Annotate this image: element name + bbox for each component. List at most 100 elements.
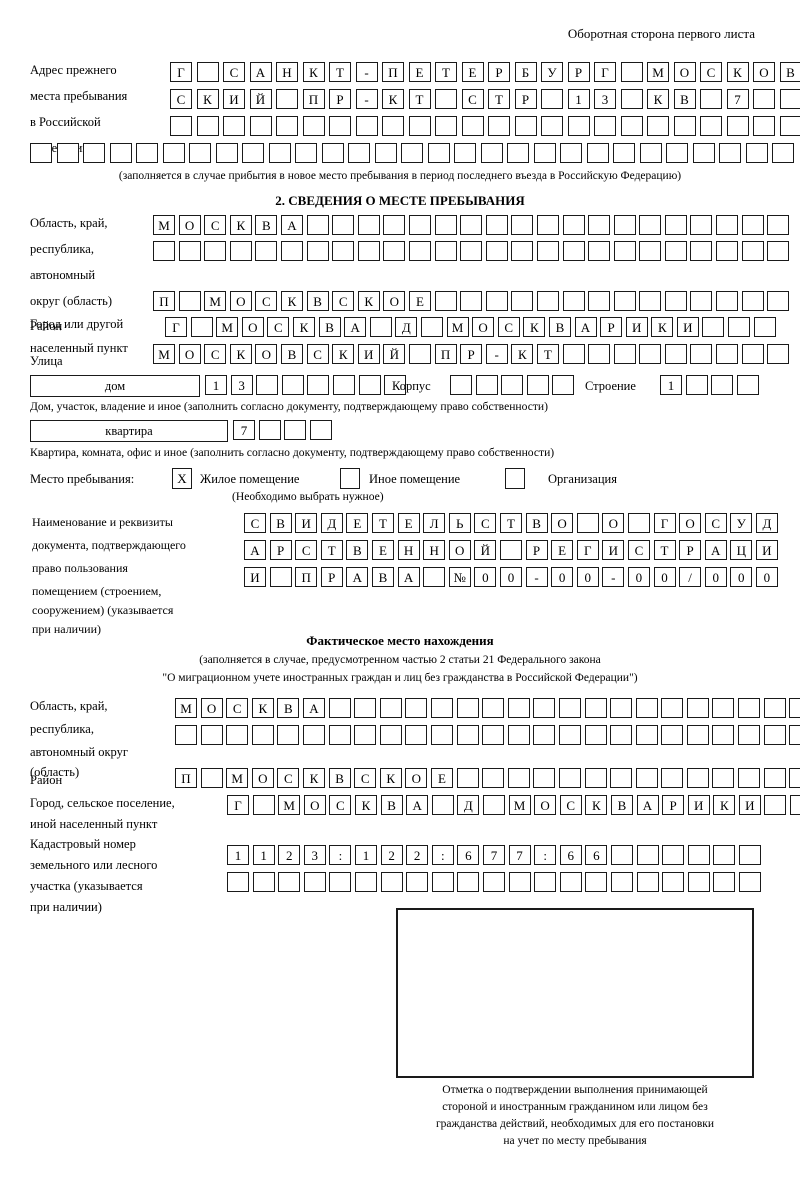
char-cell[interactable] (712, 768, 735, 788)
char-cell[interactable] (83, 143, 105, 163)
char-cell[interactable] (303, 872, 326, 892)
char-cell[interactable]: Т (653, 540, 676, 560)
char-cell[interactable]: М (508, 795, 531, 815)
char-cell[interactable] (507, 768, 530, 788)
char-cell[interactable]: Г (165, 317, 187, 337)
char-cell[interactable]: : (431, 845, 454, 865)
char-cell[interactable] (109, 143, 132, 163)
char-cell[interactable] (664, 291, 687, 311)
char-cell[interactable]: А (636, 795, 659, 815)
char-cell[interactable] (382, 116, 404, 136)
char-cell[interactable]: 3 (594, 89, 616, 109)
char-cell[interactable] (482, 768, 505, 788)
char-cell[interactable] (584, 698, 607, 718)
char-cell[interactable] (332, 241, 355, 261)
char-cell[interactable]: 6 (457, 845, 480, 865)
char-cell[interactable] (354, 725, 377, 745)
char-cell[interactable]: Н (397, 540, 420, 560)
char-cell[interactable] (627, 513, 650, 533)
char-cell[interactable] (567, 116, 590, 136)
char-cell[interactable]: О (448, 540, 471, 560)
char-cell[interactable] (662, 845, 685, 865)
char-cell[interactable] (576, 513, 599, 533)
char-cell[interactable] (30, 143, 52, 163)
char-cell[interactable]: Р (600, 317, 623, 337)
char-cell[interactable]: Е (346, 513, 369, 533)
char-cell[interactable]: Г (653, 513, 676, 533)
char-cell[interactable] (328, 725, 351, 745)
char-cell[interactable] (639, 241, 662, 261)
char-cell[interactable] (610, 725, 633, 745)
char-cell[interactable] (534, 872, 557, 892)
char-cell[interactable] (716, 291, 739, 311)
char-cell[interactable]: К (511, 344, 534, 364)
char-cell[interactable]: О (255, 344, 278, 364)
char-cell[interactable] (508, 872, 531, 892)
char-cell[interactable]: Й (249, 89, 272, 109)
char-cell[interactable] (485, 291, 508, 311)
char-cell[interactable]: Т (435, 62, 457, 82)
char-cell[interactable] (559, 872, 582, 892)
char-cell[interactable] (329, 116, 351, 136)
char-cell[interactable]: Н (423, 540, 446, 560)
char-cell[interactable]: 3 (230, 375, 253, 395)
char-cell[interactable]: 1 (660, 375, 682, 395)
char-cell[interactable] (588, 291, 611, 311)
char-cell[interactable] (558, 768, 581, 788)
char-cell[interactable] (588, 241, 611, 261)
char-cell[interactable] (354, 872, 377, 892)
cadastral-row-2[interactable] (227, 872, 764, 892)
char-cell[interactable]: И (244, 567, 266, 587)
char-cell[interactable]: О (753, 62, 775, 82)
char-cell[interactable] (511, 215, 534, 235)
char-cell[interactable] (610, 872, 633, 892)
char-cell[interactable] (560, 143, 582, 163)
char-cell[interactable]: П (382, 62, 404, 82)
char-cell[interactable] (562, 215, 585, 235)
char-cell[interactable]: В (673, 89, 696, 109)
char-cell[interactable]: С (277, 768, 300, 788)
char-cell[interactable] (763, 725, 786, 745)
char-cell[interactable]: П (302, 89, 325, 109)
char-cell[interactable]: - (602, 567, 625, 587)
char-cell[interactable]: С (306, 344, 329, 364)
char-cell[interactable] (716, 215, 739, 235)
char-cell[interactable] (501, 375, 524, 395)
char-cell[interactable]: 1 (205, 375, 227, 395)
char-cell[interactable] (541, 116, 563, 136)
char-cell[interactable] (533, 143, 556, 163)
char-cell[interactable]: - (525, 567, 548, 587)
char-cell[interactable] (162, 143, 185, 163)
char-cell[interactable]: И (223, 89, 245, 109)
char-cell[interactable]: В (277, 698, 300, 718)
char-cell[interactable] (434, 241, 457, 261)
char-cell[interactable] (584, 725, 607, 745)
char-cell[interactable] (178, 291, 201, 311)
char-cell[interactable] (408, 344, 431, 364)
char-cell[interactable] (613, 143, 635, 163)
char-cell[interactable] (307, 375, 330, 395)
char-cell[interactable]: О (383, 291, 406, 311)
char-cell[interactable]: - (485, 344, 508, 364)
char-cell[interactable] (332, 375, 355, 395)
char-cell[interactable]: Е (408, 291, 431, 311)
char-cell[interactable]: 3 (303, 845, 326, 865)
char-cell[interactable] (562, 241, 585, 261)
char-cell[interactable]: С (559, 795, 582, 815)
char-cell[interactable] (753, 116, 775, 136)
char-cell[interactable] (741, 241, 764, 261)
char-cell[interactable]: С (474, 513, 497, 533)
char-cell[interactable] (687, 872, 710, 892)
char-cell[interactable]: 2 (406, 845, 429, 865)
char-cell[interactable]: У (541, 62, 563, 82)
char-cell[interactable]: С (497, 317, 520, 337)
char-cell[interactable] (357, 241, 380, 261)
char-cell[interactable]: Р (320, 567, 343, 587)
char-cell[interactable]: К (332, 344, 355, 364)
char-cell[interactable] (355, 116, 378, 136)
char-cell[interactable] (480, 143, 503, 163)
char-cell[interactable] (256, 375, 279, 395)
char-cell[interactable]: С (295, 540, 318, 560)
char-cell[interactable] (251, 725, 274, 745)
